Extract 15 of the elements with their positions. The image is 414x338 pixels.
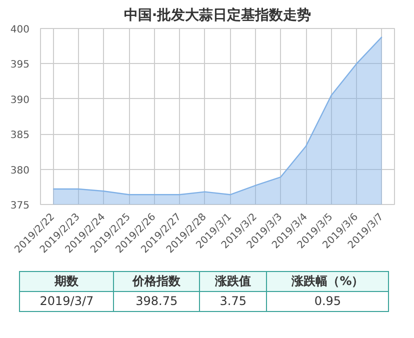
y-tick-label: 380: [10, 165, 30, 176]
text: 期数: [20, 272, 114, 292]
text: 涨跌幅（%）: [266, 272, 388, 292]
y-tick-label: 385: [10, 130, 30, 142]
y-tick-label: 400: [10, 24, 30, 36]
y-tick-label: 390: [10, 94, 30, 106]
text: 3.75: [199, 292, 267, 312]
text: 价格指数: [114, 272, 200, 292]
text: 0.95: [266, 292, 388, 312]
text: 涨跌值: [199, 272, 267, 292]
y-tick-label: 375: [10, 200, 30, 212]
text: 398.75: [114, 292, 200, 312]
y-tick-label: 395: [10, 60, 30, 71]
text: 2019/3/7: [20, 292, 114, 312]
chart-title: 中国·批发大蒜日定基指数走势: [124, 6, 312, 24]
